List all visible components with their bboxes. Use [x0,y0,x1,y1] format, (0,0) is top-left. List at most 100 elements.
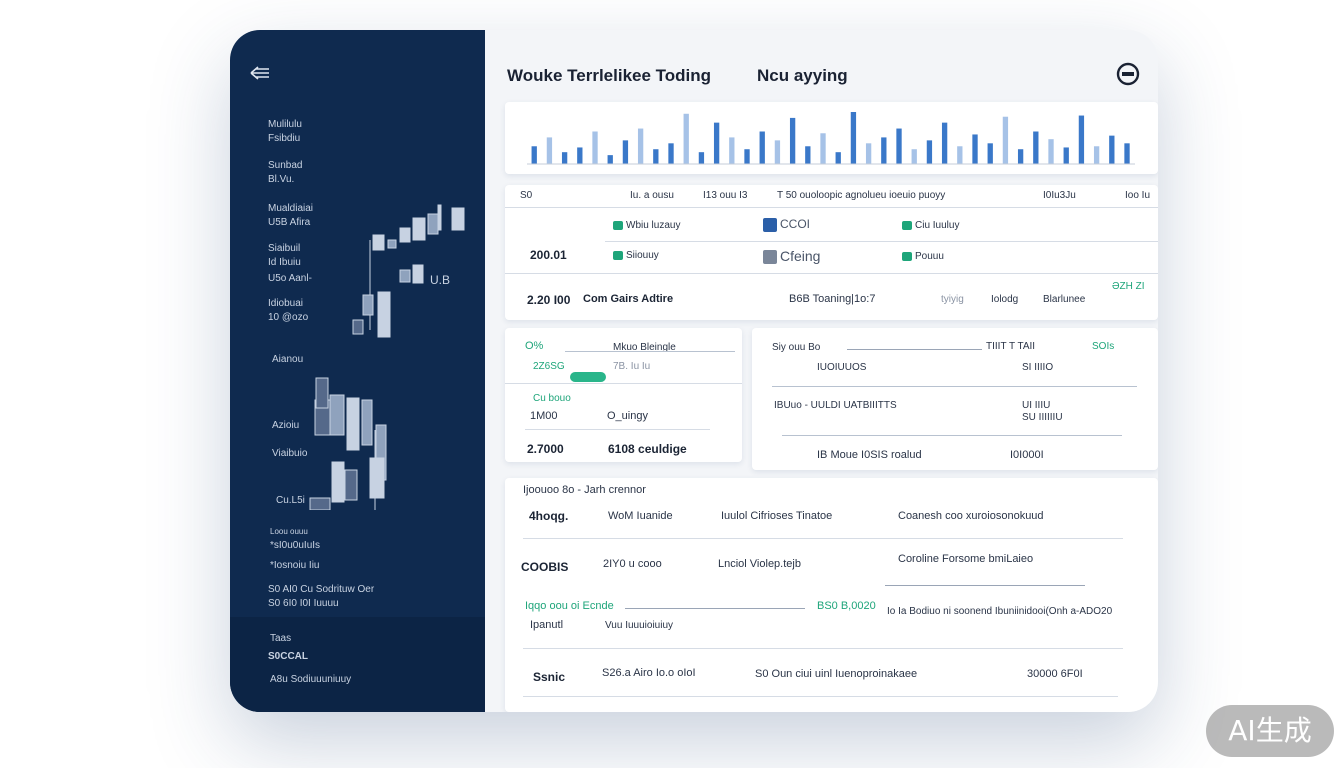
cell: 2IY0 u cooo [603,558,662,570]
sidebar-footer-text: Taas [270,633,292,644]
divider [772,386,1137,387]
divider [525,429,710,430]
bar [774,140,781,164]
bar [820,133,826,164]
cell: Iqqo oou oi Ecnde [525,600,614,612]
cell: Blarlunee [1043,294,1086,305]
bar [668,143,674,164]
sidebar-item: Id Ibuiu [268,257,301,268]
right-panel: Siy ouu Bo TIIIT T TAII SOIs IUOIUUOS SI… [752,328,1158,470]
status-tag: Ciu Iuuluy [915,220,960,231]
divider [505,273,1158,274]
page-subtitle: Ncu ayying [757,66,848,85]
progress-bar [570,372,606,382]
divider [505,207,1158,208]
status-tag: Wbiu luzauy [626,220,681,231]
status-tag: Siiouuy [626,250,659,261]
divider [625,608,805,609]
cell: Cfeing [780,248,821,264]
bar [972,134,978,164]
sidebar-footer-text: S0 AI0 Cu Sodrituw Oer [268,584,375,595]
sidebar-footer: Taas S0CCAL A8u Sodiuuuniuuy [230,617,485,712]
cell: S0 Oun ciui uinl Iuenoproinakaee [755,668,918,680]
cell: S26.a Airo Io.o oIoI [602,667,696,679]
bar [1048,139,1054,164]
left-panel: O% Mkuo Bleingle 2Z6SG 7B. Iu Iu Cu bouo… [505,328,742,462]
table-header: S0 [520,190,533,201]
back-icon[interactable] [248,64,272,82]
top-chart [527,112,1135,165]
sidebar-footer-text: *Iosnoiu Iiu [270,560,320,571]
cell: 30000 6F0I [1027,668,1083,680]
bar [957,146,963,164]
sidebar-item[interactable]: Siaibuil [268,243,301,254]
divider [523,648,1123,649]
sidebar-item[interactable]: Cu.L5i [276,495,305,506]
cell: Io Ia Bodiuo ni soonend Ibuniinidooi(Onh… [887,606,1113,617]
divider [565,351,735,352]
sidebar-footer-text: S0 6I0 I0I Iuuuu [268,598,339,609]
stat: 7B. Iu Iu [613,361,651,372]
app-window: Mulilulu Fsibdiu Sunbad Bl.Vu. Mualdiaia… [230,30,1158,712]
bar [607,155,613,164]
sidebar-item: Bl.Vu. [268,174,295,185]
stat: O_uingy [607,410,648,422]
sidebar-item[interactable]: Viaibuio [272,448,308,459]
divider [847,349,982,350]
sidebar-footer-text: S0CCAL [268,651,309,662]
cell: CCOI [780,217,810,231]
bar [926,140,933,164]
cell: Iuulol Cifrioses Tinatoe [721,510,833,522]
stat: 1M00 [530,410,558,422]
cell: BS0 B,0020 [817,600,876,612]
bar [1033,131,1039,164]
bar [546,137,553,164]
bar [729,137,735,164]
bar [865,143,872,164]
divider [523,696,1118,697]
bottom-table: Ijoouoo 8o - Jarh crennor 4hoqg. WoM Iua… [505,478,1158,712]
stat: SU IIIIIIU [1022,412,1063,423]
table-header: I0Iu3Ju [1043,190,1076,201]
menu-icon[interactable] [1115,61,1141,87]
table-header: Iu. a ousu [630,190,674,201]
table-panel: S0 Iu. a ousu I13 ouu I3 T 50 ouoloopic … [505,185,1158,320]
sidebar-item[interactable]: Aianou [272,354,304,365]
sidebar-item[interactable]: Idiobuai [268,298,304,309]
bar [1093,146,1100,164]
stat: IB Moue I0SIS roalud [817,449,922,461]
status-tag: Pouuu [915,251,944,262]
bar [881,137,887,164]
cell: Iolodg [991,294,1019,305]
cell: 4hoqg. [529,509,569,523]
stat: TIIIT T TAII [986,341,1036,352]
stat: IUOIUUOS [817,362,867,373]
bar [622,140,629,164]
watermark: AI生成 [1206,705,1334,757]
sidebar-footer-text: A8u Sodiuuuniuuy [270,674,352,685]
table-header: T 50 ouoloopic agnolueu ioeuio puoyy [777,190,946,201]
table-header: I13 ouu I3 [703,190,748,201]
sidebar-item[interactable]: Azioiu [272,420,300,431]
page-title: Wouke Terrlelikee Toding [507,66,712,85]
table-header: Ioo Iu [1125,190,1151,201]
sidebar-item[interactable]: Sunbad [268,160,303,171]
sidebar-item: Fsibdiu [268,133,301,144]
sidebar-item[interactable]: Mulilulu [268,119,302,130]
chart-label: U.B [430,273,451,287]
bar [531,146,537,164]
sidebar-item[interactable]: Mualdiaiai [268,203,314,214]
sidebar-candles [309,204,465,510]
divider [605,241,1158,242]
bar [759,131,765,164]
cell: 2.20 I00 [527,293,571,307]
stat: SI IIIIO [1022,362,1054,373]
cell: B6B Toaning|1o:7 [789,293,876,305]
divider [885,585,1085,586]
sidebar-item: 10 @ozo [268,312,309,323]
sidebar-footer-text: Loou ouuu [270,527,308,536]
bar [1078,115,1085,164]
sidebar-footer-text: *sI0u0uIuIs [270,540,321,551]
cell: Coanesh coo xuroiosonokuud [898,510,1044,522]
bar [1017,149,1024,164]
